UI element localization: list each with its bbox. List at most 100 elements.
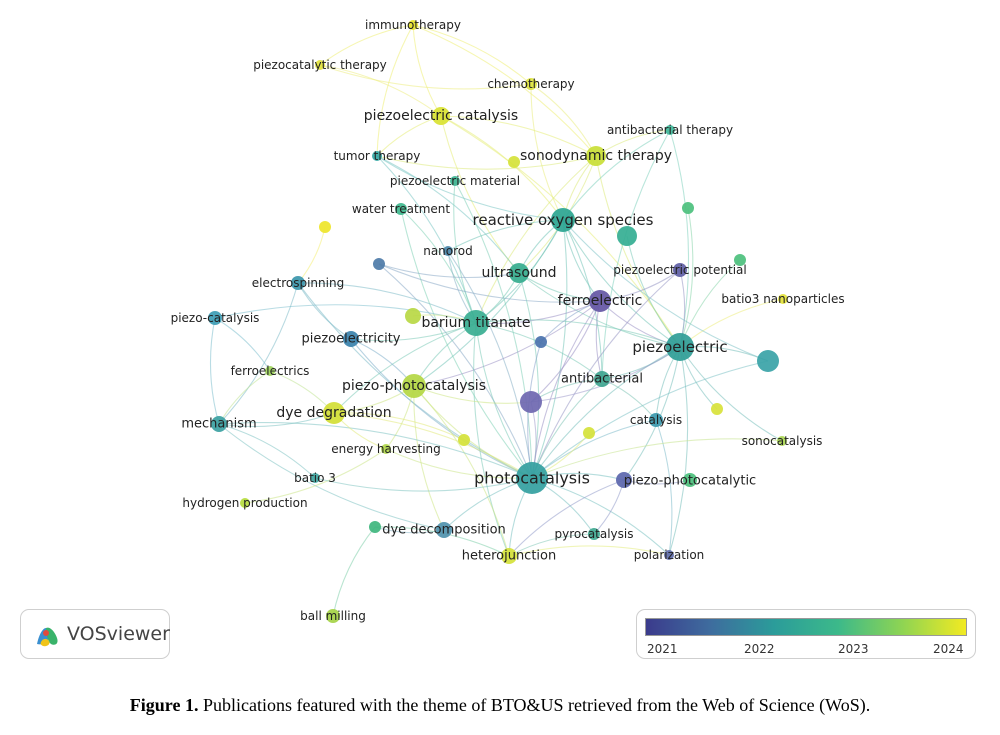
node-piezoelectric-catalysis[interactable] — [432, 107, 450, 125]
node-sdt-dot[interactable] — [508, 156, 520, 168]
node-piezoelectric-potential[interactable] — [673, 263, 687, 277]
node-ultrasound[interactable] — [509, 263, 529, 283]
edge-mechanism-dye_degradation — [218, 412, 335, 428]
node-yellow-dot4[interactable] — [583, 427, 595, 439]
edge-blue_dot1-ultrasound — [378, 263, 520, 279]
edge-energy_harvesting-hydrogen_production — [244, 448, 387, 504]
node-barium-titanate[interactable] — [463, 310, 489, 336]
network-nodes — [208, 20, 788, 623]
edge-antibacterial_therapy-piezoelectric — [669, 129, 690, 348]
node-piezoelectric[interactable] — [666, 333, 694, 361]
edge-blue_dot1-ferroelectric — [378, 263, 601, 303]
node-batio-3[interactable] — [310, 473, 320, 483]
label-dye-decomposition: dye decomposition — [382, 523, 506, 538]
node-dye-decomposition[interactable] — [436, 522, 452, 538]
label-reactive-oxygen-species: reactive oxygen species — [473, 211, 654, 229]
node-hydrogen-production[interactable] — [240, 498, 250, 508]
label-piezo-catalysis: piezo-catalysis — [171, 311, 260, 325]
node-piezo-photocatalysis[interactable] — [402, 374, 426, 398]
edge-reactive_oxygen_species-photocatalysis — [531, 219, 568, 479]
node-chemotherapy[interactable] — [525, 78, 537, 90]
legend-tick-2023: 2023 — [838, 642, 869, 656]
label-batio3-nanoparticles: batio3 nanoparticles — [721, 292, 844, 306]
node-piezocatalytic-therapy[interactable] — [315, 60, 325, 70]
node-piezoelectricity[interactable] — [343, 331, 359, 347]
node-yellow-dot2[interactable] — [711, 403, 723, 415]
label-polarization: polarization — [634, 548, 705, 562]
edge-immunotherapy-sonodynamic_therapy — [412, 24, 597, 157]
node-heterojunction[interactable] — [501, 548, 517, 564]
node-bt-dot[interactable] — [405, 308, 421, 324]
node-green-dot1[interactable] — [682, 202, 694, 214]
edge-catalysis-polarization — [655, 419, 673, 556]
edge-green_dot1-piezoelectric — [679, 207, 694, 348]
node-sonocatalysis[interactable] — [777, 436, 787, 446]
node-ferroelectrics[interactable] — [265, 366, 275, 376]
edge-piezoelectric-polarization — [668, 346, 689, 556]
node-piezo-photocatalytic[interactable] — [616, 472, 632, 488]
node-tumor-therapy[interactable] — [372, 151, 382, 161]
label-piezoelectricity: piezoelectricity — [302, 332, 401, 347]
node-reactive-oxygen-species[interactable] — [551, 208, 575, 232]
node-teal-dot[interactable] — [757, 350, 779, 372]
node-pyrocatalysis[interactable] — [588, 528, 600, 540]
label-nanorod: nanorod — [423, 244, 473, 258]
edge-barium_titanate-piezoelectric — [475, 319, 681, 348]
node-yellow-dot1[interactable] — [319, 221, 331, 233]
edge-piezo_catalysis-mechanism — [209, 317, 220, 425]
node-blue-dot1[interactable] — [373, 258, 385, 270]
node-yellow-dot3[interactable] — [458, 434, 470, 446]
edge-piezo_photocatalysis-dye_decomposition — [413, 385, 445, 531]
edge-energy_harvesting-photocatalysis — [385, 448, 533, 479]
node-energy-harvesting[interactable] — [381, 444, 391, 454]
label-antibacterial: antibacterial — [561, 372, 643, 387]
node-mechanism[interactable] — [211, 416, 227, 432]
node-dyedec-dot[interactable] — [369, 521, 381, 533]
edge-mechanism-dye_decomposition — [218, 423, 445, 531]
node-catalysis[interactable] — [649, 413, 663, 427]
edge-immunotherapy-chemotherapy — [412, 24, 532, 85]
node-antibacterial[interactable] — [594, 371, 610, 387]
node-piezo-catalysis[interactable] — [208, 311, 222, 325]
node-immunotherapy[interactable] — [408, 20, 418, 30]
vosviewer-badge: VOSviewer — [20, 609, 170, 659]
node-electrospinning[interactable] — [291, 276, 305, 290]
node-ros-dot[interactable] — [617, 226, 637, 246]
node-purple-dot[interactable] — [520, 391, 542, 413]
node-green-dot3[interactable] — [683, 473, 697, 487]
node-piezoelectric-material[interactable] — [450, 176, 460, 186]
edge-piezo_catalysis-ferroelectrics — [214, 317, 271, 372]
node-blue-dot2[interactable] — [535, 336, 547, 348]
edge-ferroelectric-antibacterial — [595, 300, 603, 380]
edge-reactive_oxygen_species-nanorod — [447, 219, 564, 252]
node-photocatalysis[interactable] — [516, 462, 548, 494]
edge-heterojunction-polarization — [508, 545, 670, 557]
edge-piezoelectric-photocatalysis — [531, 346, 681, 479]
node-dye-degradation[interactable] — [323, 402, 345, 424]
year-color-legend: 2021 2022 2023 2024 — [636, 609, 976, 659]
label-barium-titanate: barium titanate — [421, 315, 530, 331]
label-ferroelectrics: ferroelectrics — [231, 364, 310, 378]
node-antibacterial-therapy[interactable] — [665, 125, 675, 135]
node-nanorod[interactable] — [443, 246, 453, 256]
node-sonodynamic-therapy[interactable] — [586, 146, 606, 166]
node-batio3-nanoparticles[interactable] — [778, 294, 788, 304]
node-ball-milling[interactable] — [326, 609, 340, 623]
vosviewer-brand-name: VOSviewer — [67, 623, 170, 645]
edge-immunotherapy-tumor_therapy — [376, 24, 414, 157]
node-ferroelectric[interactable] — [589, 290, 611, 312]
label-photocatalysis: photocatalysis — [474, 469, 590, 488]
figure-caption-label: Figure 1. — [129, 695, 199, 715]
label-water-treatment: water treatment — [352, 202, 450, 216]
label-chemotherapy: chemotherapy — [487, 77, 574, 91]
node-polarization[interactable] — [664, 550, 674, 560]
edge-mechanism-photocatalysis — [218, 422, 533, 479]
edge-photocatalysis-polarization — [531, 477, 670, 556]
edge-antibacterial_therapy-antibacterial — [601, 129, 671, 380]
node-water-treatment[interactable] — [395, 203, 407, 215]
edge-electrospinning-mechanism — [218, 282, 299, 425]
legend-tick-2024: 2024 — [933, 642, 964, 656]
edge-piezo_photocatalytic-heterojunction — [508, 479, 625, 557]
node-green-dot2[interactable] — [734, 254, 746, 266]
label-dye-degradation: dye degradation — [276, 405, 391, 421]
